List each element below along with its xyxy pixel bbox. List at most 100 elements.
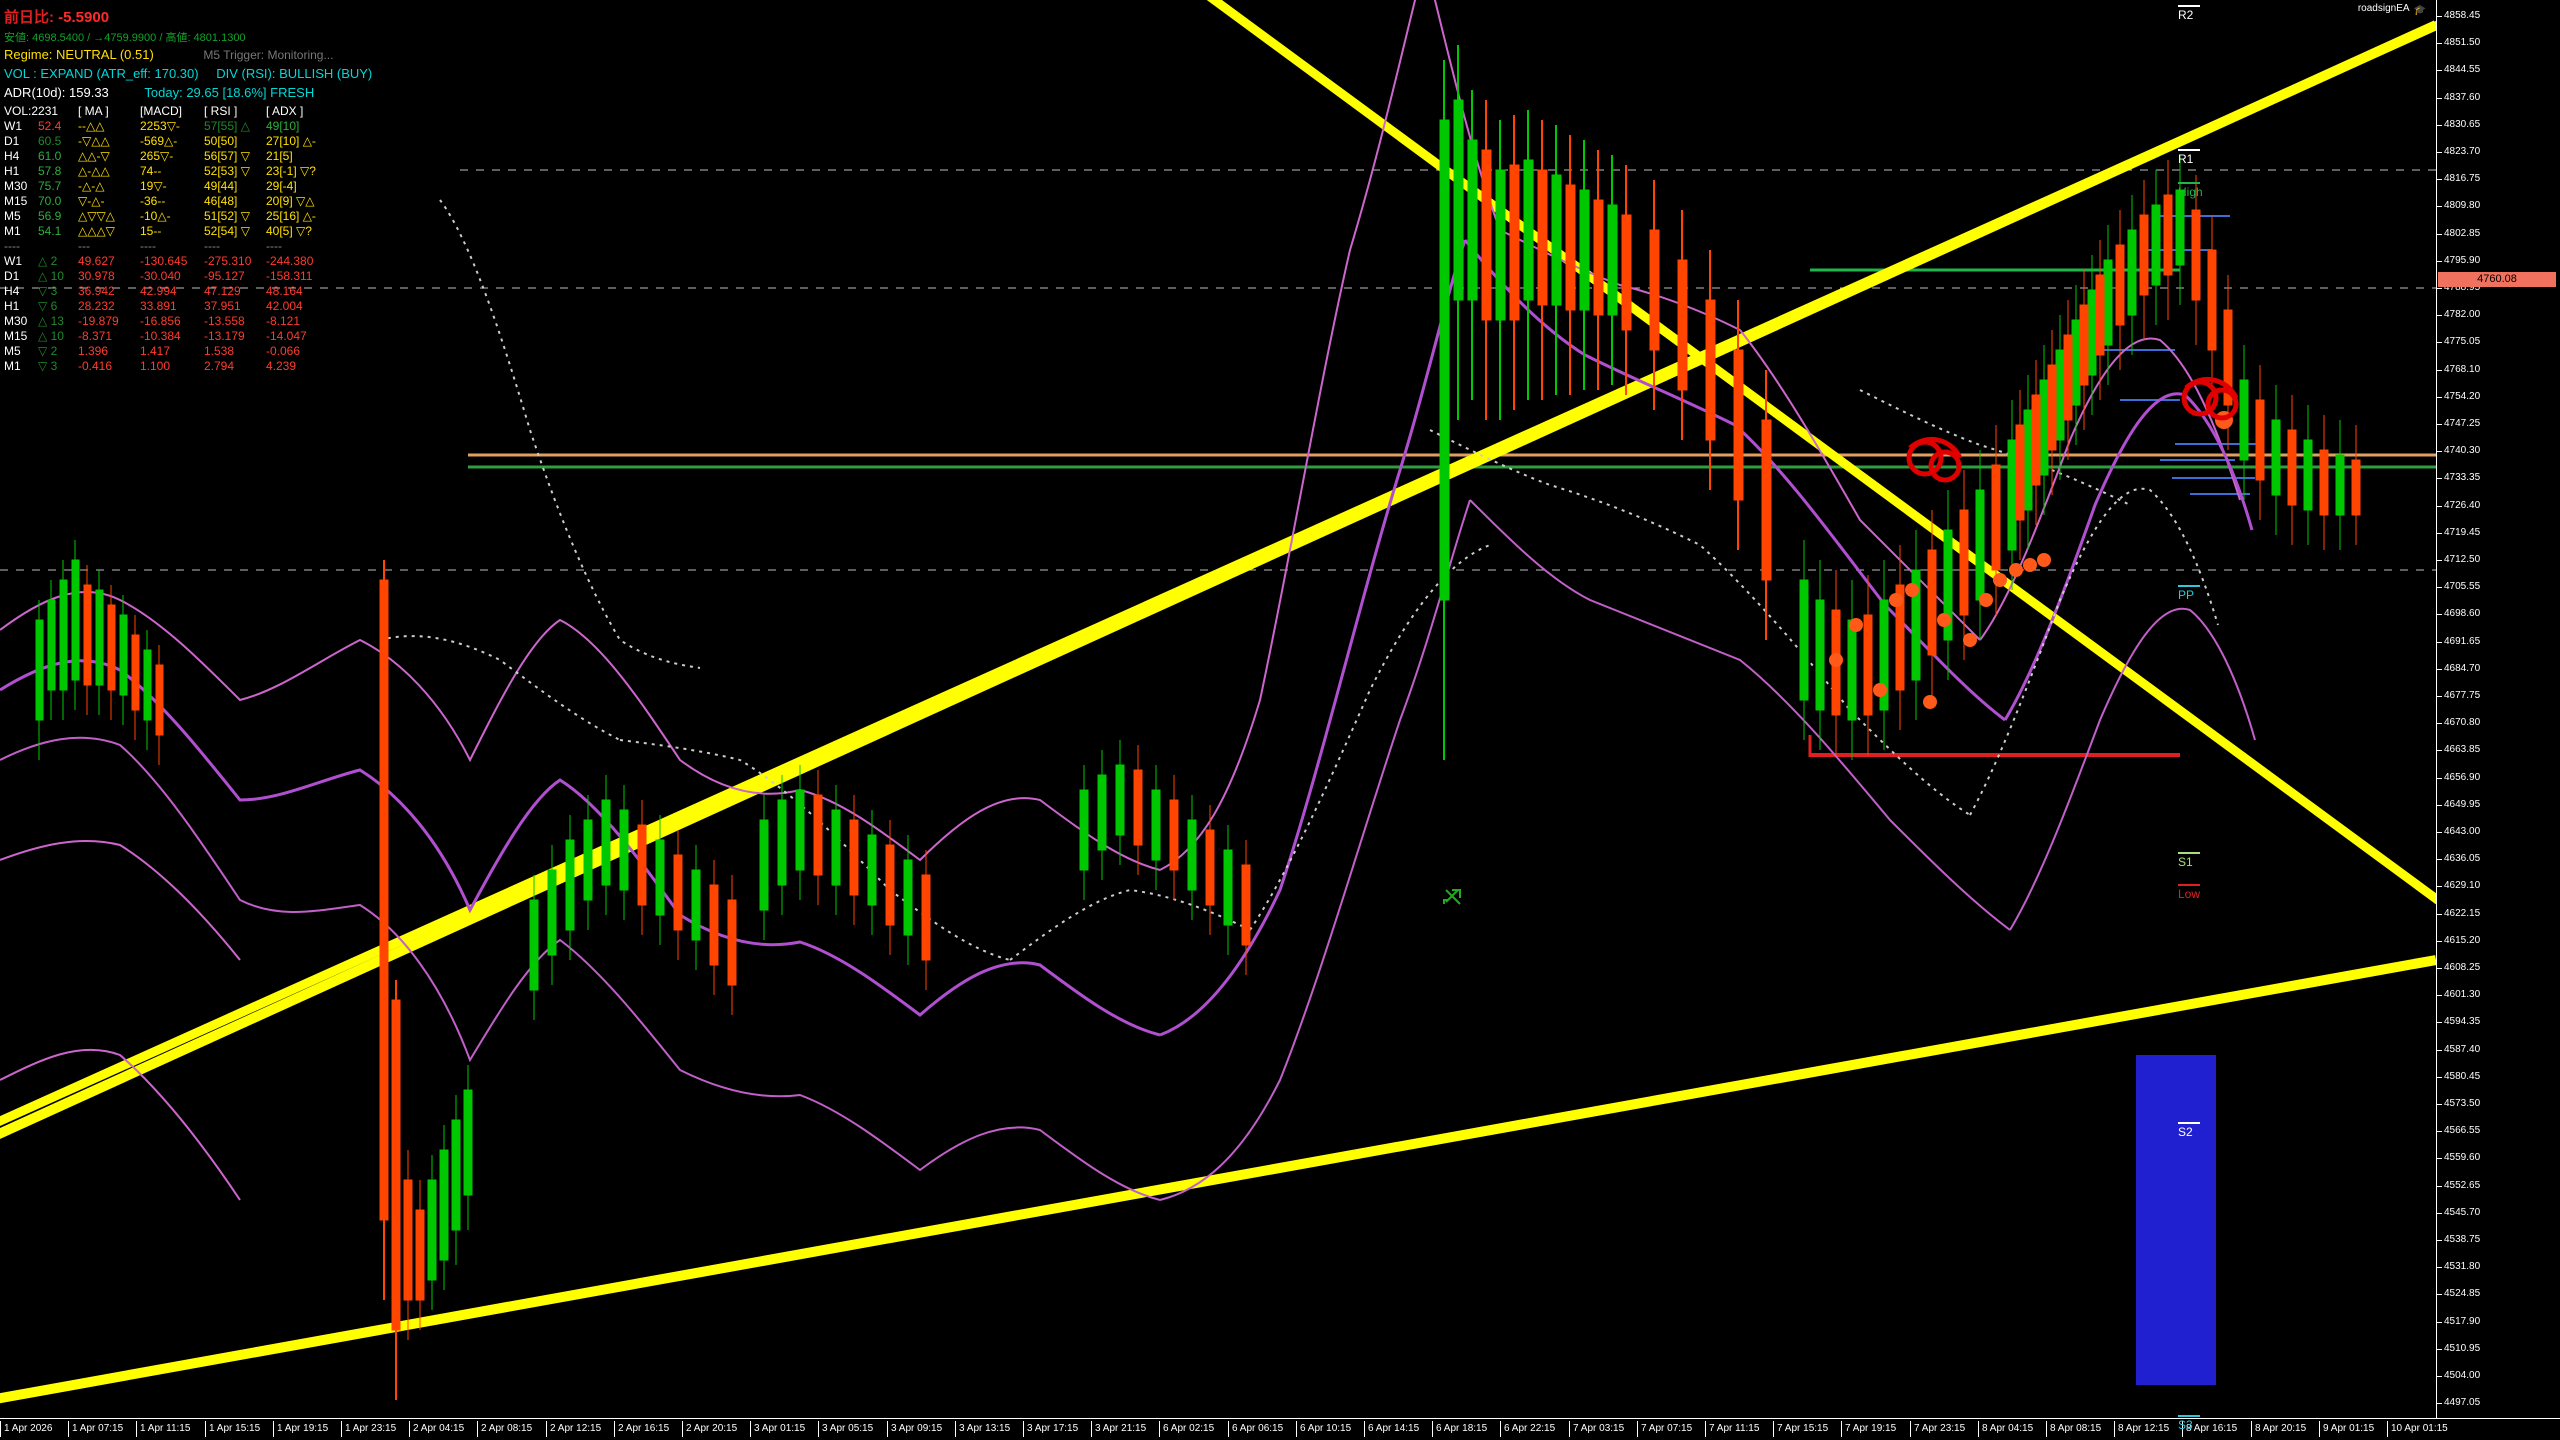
table-cell: 42.994 (140, 284, 177, 298)
price-tick-label: 4517.90 (2444, 1315, 2481, 1327)
time-tick: 10 Apr 01:15 (2387, 1421, 2448, 1437)
table-cell: 57[55] △ (204, 119, 250, 133)
current-price-tag: 4760.08 (2438, 272, 2556, 287)
logo-label: roadsignEA (2357, 3, 2410, 14)
price-tick-mark (2437, 1267, 2442, 1269)
price-tick-mark (2437, 1403, 2442, 1405)
time-tick: 7 Apr 23:15 (1910, 1421, 1965, 1437)
table-cell: -△-△ (78, 179, 105, 193)
price-tick-label: 4615.20 (2444, 934, 2481, 946)
candlestick-series-left (35, 540, 164, 765)
table-cell: 15-- (140, 224, 162, 238)
regime-row: Regime: NEUTRAL (0.51) M5 Trigger: Monit… (4, 45, 372, 64)
time-tick: 1 Apr 11:15 (136, 1421, 190, 1437)
table-cell: 57.8 (38, 164, 62, 178)
price-tick-label: 4573.50 (2444, 1098, 2481, 1109)
info-panel: 前日比: -5.5900 安値: 4698.5400 / →4759.9900 … (4, 8, 372, 374)
table-cell: 47.129 (204, 284, 241, 298)
price-tick-mark (2437, 43, 2442, 45)
table-cell: 2253▽- (140, 119, 180, 133)
time-tick: 7 Apr 15:15 (1773, 1421, 1828, 1437)
price-tick-mark (2437, 940, 2442, 942)
table-cell: --△△ (78, 119, 105, 133)
table-cell: M30 (4, 179, 28, 193)
price-tick-mark (2437, 1158, 2442, 1160)
table-cell: 42.004 (266, 299, 303, 313)
table-cell: -36-- (140, 194, 166, 208)
price-tick-mark (2437, 1294, 2442, 1296)
table-cell: 27[10] △- (266, 134, 316, 148)
price-tick-label: 4809.80 (2444, 200, 2481, 212)
candlestick-series-mid2 (759, 765, 931, 990)
table-cell: △-△△ (78, 164, 110, 178)
table-cell: -0.416 (78, 359, 113, 373)
time-tick: 3 Apr 05:15 (818, 1421, 873, 1437)
price-tick-label: 4524.85 (2444, 1288, 2481, 1300)
level-marker-bar (2178, 181, 2200, 184)
price-tick-label: 4691.65 (2444, 635, 2481, 647)
price-tick-label: 4768.10 (2444, 363, 2481, 375)
price-tick-label: 4545.70 (2444, 1206, 2481, 1218)
table-row: W1 △ 2 49.627 -130.645 -275.310 -244.380 (4, 254, 336, 269)
table-cell: W1 (4, 119, 22, 133)
table-cell: 74-- (140, 164, 162, 178)
price-tick-mark (2437, 424, 2442, 425)
level-label-text: R1 (2178, 151, 2194, 166)
time-tick: 8 Apr 08:15 (2046, 1421, 2101, 1437)
price-tick-label: 4816.75 (2444, 173, 2481, 185)
price-tick-mark (2437, 16, 2442, 17)
candlestick-series-right (1799, 155, 2361, 760)
table-cell: 1.100 (140, 359, 171, 373)
table-cell: 19▽- (140, 179, 167, 193)
table-cell: 52[53] ▽ (204, 164, 250, 178)
price-tick-label: 4636.05 (2444, 853, 2481, 865)
price-tick-label: 4844.55 (2444, 64, 2481, 76)
table-cell: ▽ 6 (38, 299, 58, 313)
price-tick-mark (2437, 233, 2442, 235)
price-tick-label: 4649.95 (2444, 798, 2481, 810)
price-tick-mark (2437, 97, 2442, 99)
table-cell: 46[48] (204, 194, 238, 208)
level-label-text: S3 (2178, 1417, 2193, 1432)
table-cell: 28.232 (78, 299, 115, 313)
time-tick: 3 Apr 09:15 (887, 1421, 942, 1437)
price-tick-label: 4608.25 (2444, 962, 2481, 973)
separator-cell: --- (78, 239, 90, 253)
price-tick-label: 4677.75 (2444, 690, 2481, 701)
price-tick-label: 4837.60 (2444, 91, 2481, 103)
price-tick-mark (2437, 968, 2442, 969)
table-row: M30 △ 13 -19.879 -16.856 -13.558 -8.121 (4, 314, 336, 329)
price-tick-mark (2437, 342, 2442, 344)
price-tick-label: 4580.45 (2444, 1070, 2481, 1082)
table-row: D1 △ 10 30.978 -30.040 -95.127 -158.311 (4, 269, 336, 284)
table-cell: 2.794 (204, 359, 235, 373)
price-tick-label: 4504.00 (2444, 1370, 2481, 1381)
price-tick-mark (2437, 587, 2442, 589)
table-cell: M5 (4, 344, 21, 358)
table-cell: 61.0 (38, 149, 62, 163)
table-cell: M1 (4, 359, 21, 373)
price-tick-mark (2437, 1376, 2442, 1377)
separator-cell: ---- (204, 239, 220, 253)
separator-cell: ---- (140, 239, 156, 253)
price-tick-label: 4601.30 (2444, 989, 2481, 1001)
table-cell: -0.066 (266, 344, 301, 358)
price-tick-label: 4497.05 (2444, 1397, 2481, 1409)
table-row: M15 △ 10 -8.371 -10.384 -13.179 -14.047 (4, 329, 336, 344)
table-cell: △ 10 (38, 329, 64, 343)
left-band-extra (0, 840, 241, 1201)
price-tick-mark (2437, 614, 2442, 616)
time-tick: 8 Apr 16:15 (2182, 1421, 2237, 1437)
level-marker-bar (2178, 584, 2200, 587)
table-row: M1 ▽ 3 -0.416 1.100 2.794 4.239 (4, 359, 336, 374)
table-cell: 49[10] (266, 119, 300, 133)
price-axis[interactable]: 4858.45 4851.50 4844.55 4837.60 4830.65 4823.… (2436, 0, 2560, 1418)
price-tick-label: 4795.90 (2444, 254, 2481, 266)
price-tick-label: 4663.85 (2444, 744, 2481, 756)
price-tick-mark (2437, 1240, 2442, 1241)
time-tick: 7 Apr 03:15 (1569, 1421, 1624, 1437)
table-row: W1 52.4 --△△ 2253▽- 57[55] △ 49[10] (4, 119, 336, 134)
chart-plot-area[interactable] (0, 0, 2436, 1418)
time-axis[interactable]: 1 Apr 2026 1 Apr 07:15 1 Apr 11:15 1 Apr 15… (0, 1418, 2560, 1440)
